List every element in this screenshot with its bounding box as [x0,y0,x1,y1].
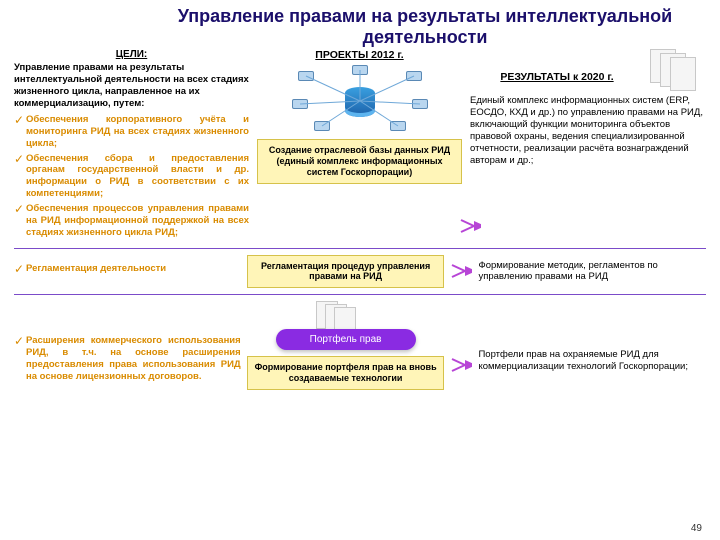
row-1: ЦЕЛИ: Управление правами на результаты и… [0,49,720,241]
project-box-3: Формирование портфеля прав на вновь созд… [247,356,445,390]
arrow-icon [459,215,481,237]
goal-text: Обеспечения корпоративного учёта и монит… [26,114,249,150]
portfolio-badge: Портфель прав [276,329,416,350]
check-icon: ✓ [14,203,26,239]
goals-head: ЦЕЛИ: [14,49,249,60]
divider [14,294,706,295]
row-2: ✓ Регламентация деятельности Регламентац… [0,255,720,289]
goal-text: Обеспечения процессов управления правами… [26,203,249,239]
goals-intro: Управление правами на результаты интелле… [14,62,249,110]
project-box-2: Регламентация процедур управления правам… [247,255,445,289]
projects-col: ПРОЕКТЫ 2012 г. Созда [257,49,462,241]
database-graphic [290,65,430,135]
documents-icon [650,49,710,91]
check-icon: ✓ [14,114,26,150]
projects-head: ПРОЕКТЫ 2012 г. [257,49,462,61]
goal-text: Регламентация деятельности [26,263,166,276]
page-title: Управление правами на результаты интелле… [0,0,720,49]
check-icon: ✓ [14,335,26,383]
goal-text: Расширения коммерческого использования Р… [26,335,241,383]
goal-item: ✓ Обеспечения корпоративного учёта и мон… [14,114,249,150]
results-col: РЕЗУЛЬТАТЫ к 2020 г. Единый комплекс инф… [470,49,710,241]
arrow-icon [450,260,472,282]
result-text-2: Формирование методик, регламентов по упр… [478,260,710,284]
goals-block: ЦЕЛИ: Управление правами на результаты и… [14,49,249,241]
page-number: 49 [691,523,702,534]
goal-2: ✓ Регламентация деятельности [14,263,241,279]
results-head: РЕЗУЛЬТАТЫ к 2020 г. [470,71,644,83]
check-icon: ✓ [14,153,26,201]
result-text-3: Портфели прав на охраняемые РИД для комм… [478,301,710,373]
goal-item: ✓ Обеспечения процессов управления права… [14,203,249,239]
row-3: ✓ Расширения коммерческого использования… [0,301,720,390]
goal-item: ✓ Обеспечения сбора и предоставления орг… [14,153,249,201]
goal-text: Обеспечения сбора и предоставления орган… [26,153,249,201]
spoke-lines [290,65,430,135]
result-text-1: Единый комплекс информационных систем (E… [470,95,710,166]
divider [14,248,706,249]
check-icon: ✓ [14,263,26,276]
arrow-icon [450,354,472,376]
project-box-1: Создание отраслевой базы данных РИД (еди… [257,139,462,183]
goal-3: ✓ Расширения коммерческого использования… [14,301,241,386]
